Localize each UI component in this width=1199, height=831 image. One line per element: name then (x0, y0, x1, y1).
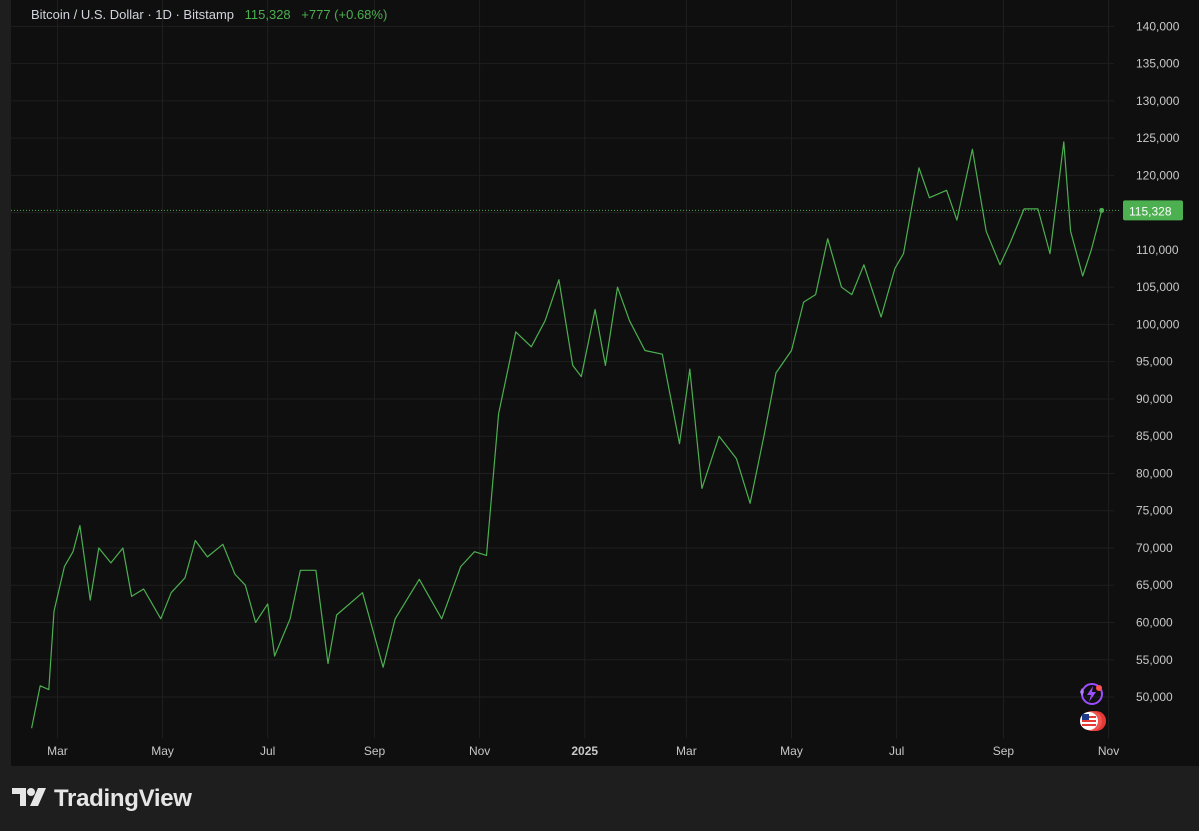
last-price-label: 115,328 (1129, 204, 1172, 218)
x-tick-label: Nov (1098, 744, 1119, 758)
x-tick-label: May (780, 744, 803, 758)
x-tick-label: Jul (889, 744, 904, 758)
x-tick-label: Sep (993, 744, 1015, 758)
x-axis: Mar May Jul Sep Nov 2025 Mar May Jul Sep Nov (47, 744, 1119, 758)
price-chart[interactable]: 50,000 55,000 60,000 65,000 70,000 75,000 80,0… (11, 0, 1199, 766)
x-tick-label: Sep (364, 744, 386, 758)
grid (11, 0, 1114, 738)
lightning-bolt-icon[interactable] (1076, 682, 1104, 711)
y-tick-label: 75,000 (1136, 504, 1173, 518)
y-tick-label: 85,000 (1136, 429, 1173, 443)
symbol-title: Bitcoin / U.S. Dollar · 1D · Bitstamp (31, 7, 234, 22)
x-tick-label: 2025 (571, 744, 598, 758)
x-tick-label: Nov (469, 744, 490, 758)
y-tick-label: 95,000 (1136, 355, 1173, 369)
y-tick-label: 50,000 (1136, 690, 1173, 704)
y-axis: 50,000 55,000 60,000 65,000 70,000 75,000 80,0… (1123, 19, 1183, 704)
price-line (31, 141, 1103, 729)
y-tick-label: 105,000 (1136, 280, 1180, 294)
us-flag-icon[interactable] (1078, 709, 1110, 738)
tradingview-logo-icon (12, 786, 48, 813)
legend-change: +777 (+0.68%) (301, 7, 388, 22)
y-tick-label: 80,000 (1136, 466, 1173, 480)
y-tick-label: 140,000 (1136, 19, 1180, 33)
x-tick-label: Mar (47, 744, 68, 758)
y-tick-label: 130,000 (1136, 94, 1180, 108)
y-tick-label: 55,000 (1136, 653, 1173, 667)
y-tick-label: 110,000 (1136, 243, 1179, 257)
y-tick-label: 100,000 (1136, 317, 1180, 331)
y-tick-label: 120,000 (1136, 168, 1180, 182)
y-tick-label: 90,000 (1136, 392, 1173, 406)
y-tick-label: 60,000 (1136, 615, 1173, 629)
chart-area[interactable]: 50,000 55,000 60,000 65,000 70,000 75,000 80,0… (11, 0, 1199, 766)
series-layer (11, 141, 1121, 729)
y-tick-label: 125,000 (1136, 131, 1180, 145)
brand-name: TradingView (54, 785, 192, 812)
y-tick-label: 65,000 (1136, 578, 1173, 592)
last-price-dot (1099, 207, 1105, 213)
x-tick-label: Jul (260, 744, 275, 758)
x-tick-label: Mar (676, 744, 697, 758)
y-tick-label: 70,000 (1136, 541, 1173, 555)
legend-price: 115,328 (244, 7, 291, 22)
x-tick-label: May (151, 744, 174, 758)
symbol-legend[interactable]: Bitcoin / U.S. Dollar · 1D · Bitstamp 11… (31, 7, 387, 22)
footer-branding[interactable]: TradingView (12, 784, 192, 814)
y-tick-label: 135,000 (1136, 57, 1180, 71)
last-price-badge (1123, 200, 1183, 221)
